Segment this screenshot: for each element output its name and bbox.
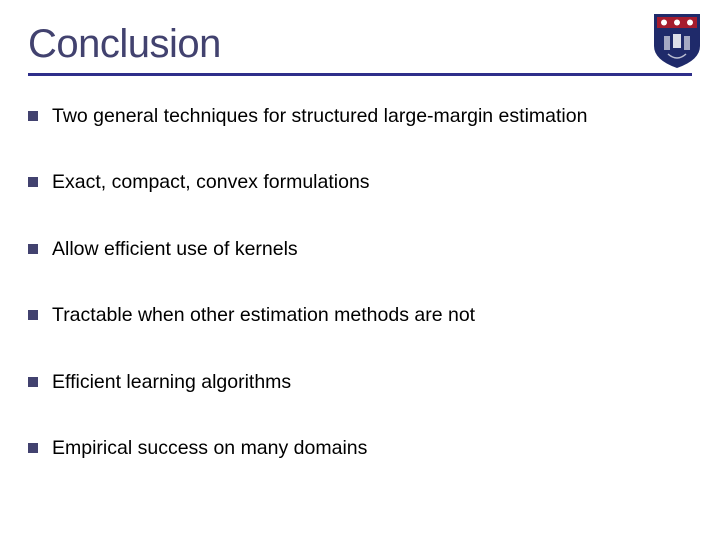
bullet-marker — [28, 310, 38, 320]
bullet-marker — [28, 177, 38, 187]
bullet-marker — [28, 244, 38, 254]
bullet-marker — [28, 377, 38, 387]
penn-shield-logo — [650, 10, 704, 70]
bullet-marker — [28, 111, 38, 121]
bullet-item: Tractable when other estimation methods … — [28, 303, 700, 327]
bullet-item: Two general techniques for structured la… — [28, 104, 700, 128]
slide-title: Conclusion — [28, 22, 720, 67]
bullet-marker — [28, 443, 38, 453]
bullet-text: Efficient learning algorithms — [52, 370, 291, 394]
bullet-text: Allow efficient use of kernels — [52, 237, 298, 261]
bullet-text: Exact, compact, convex formulations — [52, 170, 370, 194]
bullet-text: Empirical success on many domains — [52, 436, 367, 460]
bullet-item: Exact, compact, convex formulations — [28, 170, 700, 194]
bullet-item: Efficient learning algorithms — [28, 370, 700, 394]
title-block: Conclusion — [0, 0, 720, 76]
bullet-text: Tractable when other estimation methods … — [52, 303, 475, 327]
bullet-item: Allow efficient use of kernels — [28, 237, 700, 261]
bullet-item: Empirical success on many domains — [28, 436, 700, 460]
bullet-text: Two general techniques for structured la… — [52, 104, 587, 128]
content-area: Two general techniques for structured la… — [0, 76, 720, 460]
